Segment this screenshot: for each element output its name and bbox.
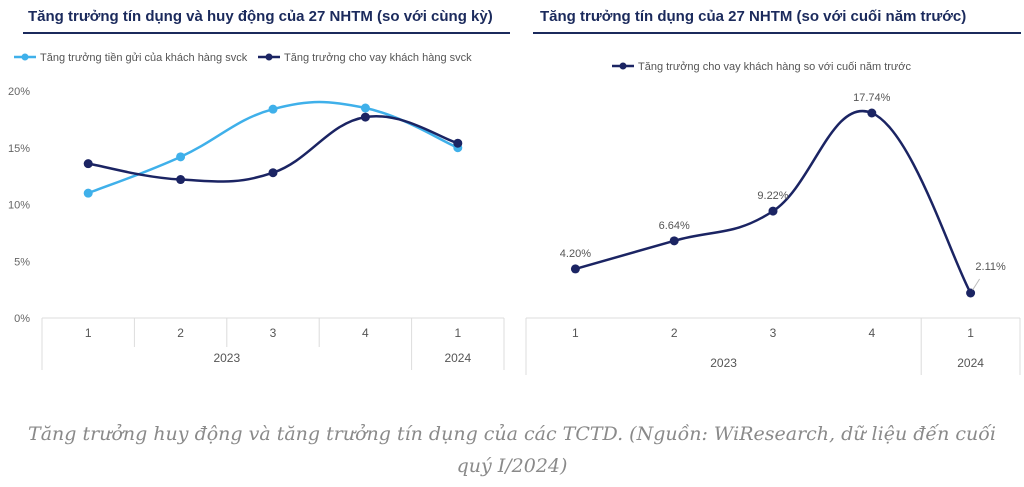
- left-series-2-point: [176, 175, 186, 185]
- right-series-point: [570, 264, 580, 274]
- right-legend-marker: [619, 62, 627, 70]
- left-series-1-point: [360, 103, 370, 113]
- left-legend-label-2: Tăng trưởng cho vay khách hàng svck: [284, 52, 472, 64]
- left-series-2-point: [83, 159, 93, 169]
- left-series-2-point: [268, 168, 278, 178]
- left-series-1-point: [176, 152, 186, 162]
- right-data-label: 2.11%: [975, 261, 1006, 273]
- right-data-label: 4.20%: [560, 248, 591, 260]
- right-year-label: 2023: [710, 356, 737, 370]
- right-legend-label: Tăng trưởng cho vay khách hàng so với cu…: [638, 61, 911, 73]
- left-series-2-point: [453, 138, 463, 148]
- left-title-rule: [23, 32, 510, 34]
- right-data-label: 9.22%: [757, 190, 788, 202]
- right-title-rule: [533, 32, 1021, 34]
- figure-caption: Tăng trưởng huy động và tăng trưởng tín …: [0, 418, 1024, 482]
- right-series-point: [768, 206, 778, 216]
- left-y-tick-label: 0%: [14, 313, 30, 325]
- right-series-point: [966, 288, 976, 298]
- caption-line-2: quý I/2024): [456, 455, 568, 477]
- right-series-line: [575, 109, 972, 294]
- right-x-tick-label: 4: [868, 326, 875, 340]
- left-y-tick-label: 20%: [8, 86, 30, 98]
- right-series-point: [669, 236, 679, 246]
- left-series-line-1: [87, 100, 459, 195]
- caption-line-1: Tăng trưởng huy động và tăng trưởng tín …: [28, 423, 996, 445]
- right-data-label: 6.64%: [659, 220, 690, 232]
- right-series-point: [867, 108, 877, 118]
- left-x-tick-label: 1: [85, 326, 92, 340]
- right-x-tick-label: 3: [770, 326, 777, 340]
- left-x-tick-label: 2: [177, 326, 184, 340]
- left-series-1-point: [268, 104, 278, 114]
- right-x-tick-label: 1: [572, 326, 579, 340]
- left-series-2-point: [360, 112, 370, 122]
- left-y-tick-label: 10%: [8, 200, 30, 212]
- right-x-tick-label: 2: [671, 326, 678, 340]
- right-data-label-leader: [972, 278, 981, 291]
- left-y-tick-label: 5%: [14, 256, 30, 268]
- left-legend-label-1: Tăng trưởng tiền gửi của khách hàng svck: [40, 52, 248, 64]
- left-legend-marker-2: [265, 53, 273, 61]
- right-chart-title: Tăng trưởng tín dụng của 27 NHTM (so với…: [540, 8, 967, 25]
- left-y-tick-label: 15%: [8, 143, 30, 155]
- left-series-1-point: [83, 188, 93, 198]
- right-year-label: 2024: [957, 356, 984, 370]
- left-chart-title: Tăng trưởng tín dụng và huy động của 27 …: [28, 8, 493, 25]
- left-year-label: 2023: [213, 351, 240, 365]
- left-x-tick-label: 1: [454, 326, 461, 340]
- right-data-label: 17.74%: [853, 92, 891, 104]
- charts-svg: 1 2 3 4 1 2023 2024 0% 5% 10% 15% 20% Tăng trưởng ti…: [8, 52, 1021, 375]
- right-x-tick-label: 1: [967, 326, 974, 340]
- left-year-label: 2024: [444, 351, 471, 365]
- left-x-tick-label: 3: [270, 326, 277, 340]
- left-legend-marker-1: [21, 53, 29, 61]
- left-x-tick-label: 4: [362, 326, 369, 340]
